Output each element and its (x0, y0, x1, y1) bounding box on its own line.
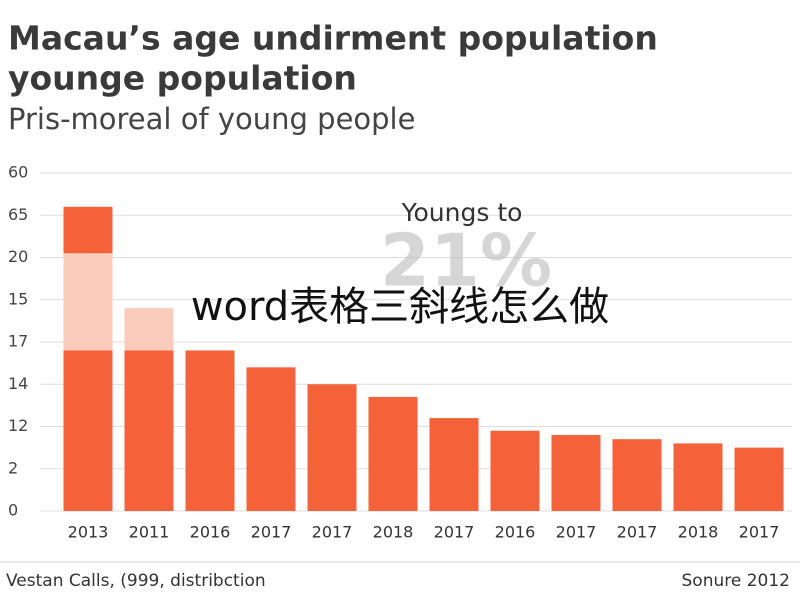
x-tick-label: 2017 (434, 523, 475, 542)
bar-segment (124, 308, 174, 351)
bar-segment (429, 418, 479, 511)
bar-segment (673, 443, 723, 511)
x-tick-label: 2017 (556, 523, 597, 542)
bar-segment (551, 434, 601, 511)
y-tick-label: 60 (8, 163, 28, 182)
x-tick-label: 2017 (312, 523, 353, 542)
bar-segment (185, 350, 235, 511)
y-tick-label: 0 (8, 501, 18, 520)
annotation-value: 21% (380, 219, 552, 303)
plot-area: 0 2 12 14 17 15 20 65 60 2013 2011 2016 2017 2017 2018… (8, 163, 792, 542)
bar-segment (307, 384, 357, 511)
chart-subtitle: Pris-moreal of young people (8, 102, 415, 136)
y-tick-label: 12 (8, 416, 28, 435)
bar-segment (124, 350, 174, 511)
bar-segment (246, 367, 296, 511)
bar-segment (490, 430, 540, 511)
x-tick-label: 2013 (68, 523, 109, 542)
bar-segment (63, 350, 113, 511)
x-tick-label: 2018 (678, 523, 719, 542)
annotation: Youngs to (401, 198, 523, 227)
x-tick-label: 2016 (495, 523, 536, 542)
y-tick-label: 17 (8, 332, 28, 351)
y-tick-label: 65 (8, 205, 28, 224)
chart-title: younge population (8, 59, 357, 98)
chart-title: Macau’s age undirment population (8, 19, 658, 58)
x-tick-label: 2017 (251, 523, 292, 542)
x-tick-label: 2017 (617, 523, 658, 542)
y-tick-label: 20 (8, 247, 28, 266)
x-tick-label: 2018 (373, 523, 414, 542)
y-tick-label: 2 (8, 458, 18, 477)
bar-segment (368, 396, 418, 511)
x-tick-label: 2011 (129, 523, 170, 542)
bar-segment (63, 253, 113, 351)
source: Vestan Calls, (999, distribction (6, 571, 266, 591)
y-tick-label: 14 (8, 374, 28, 393)
credit: Sonure 2012 (682, 571, 790, 591)
bar-segment (734, 447, 784, 511)
x-tick-label: 2017 (739, 523, 780, 542)
x-tick-label: 2016 (190, 523, 231, 542)
watermark: word表格三斜线怎么做 (191, 284, 609, 330)
bar-segment (63, 206, 113, 254)
y-tick-label: 15 (8, 289, 28, 308)
bar-segment (612, 439, 662, 511)
